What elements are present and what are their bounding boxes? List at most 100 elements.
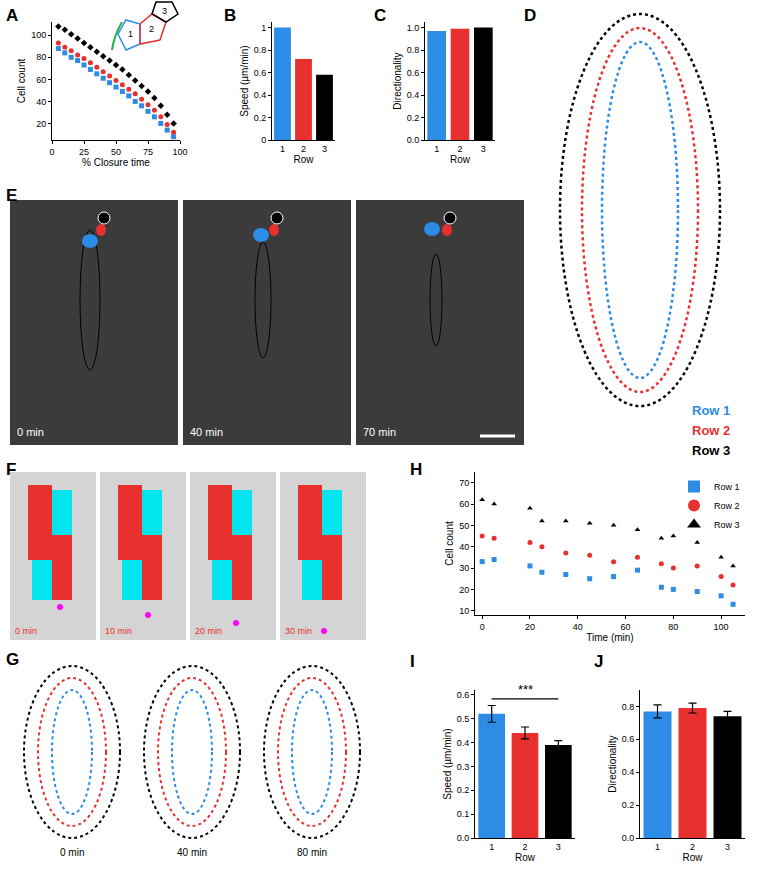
svg-text:0.2: 0.2	[622, 800, 635, 810]
svg-text:E: E	[6, 186, 17, 205]
svg-text:D: D	[524, 6, 536, 25]
svg-text:0 min: 0 min	[60, 847, 84, 858]
svg-text:1: 1	[280, 144, 285, 154]
svg-text:40: 40	[459, 542, 469, 552]
svg-text:70 min: 70 min	[363, 426, 396, 438]
svg-text:0.4: 0.4	[407, 90, 420, 100]
svg-text:40 min: 40 min	[177, 847, 207, 858]
svg-text:0.2: 0.2	[457, 785, 470, 795]
svg-text:3: 3	[481, 144, 486, 154]
svg-text:70: 70	[459, 478, 469, 488]
svg-text:A: A	[6, 6, 18, 25]
svg-text:60: 60	[36, 75, 46, 85]
svg-text:0.2: 0.2	[254, 113, 267, 123]
svg-text:100: 100	[172, 147, 187, 157]
svg-text:3: 3	[725, 842, 730, 852]
svg-text:0: 0	[480, 622, 485, 632]
svg-text:Row 2: Row 2	[692, 423, 730, 438]
svg-text:2: 2	[457, 144, 462, 154]
svg-text:3: 3	[556, 842, 561, 852]
svg-text:80: 80	[36, 52, 46, 62]
svg-text:0.0: 0.0	[622, 833, 635, 843]
svg-text:% Closure time: % Closure time	[82, 157, 150, 168]
svg-text:1: 1	[128, 29, 133, 39]
svg-text:100: 100	[714, 622, 729, 632]
svg-text:30 min: 30 min	[285, 626, 312, 636]
svg-text:40: 40	[36, 97, 46, 107]
svg-text:10 min: 10 min	[105, 626, 132, 636]
svg-text:0: 0	[261, 135, 266, 145]
svg-text:0.3: 0.3	[457, 762, 470, 772]
svg-text:0 min: 0 min	[15, 626, 37, 636]
svg-text:0.8: 0.8	[254, 45, 267, 55]
svg-text:Speed (µm/min): Speed (µm/min)	[239, 45, 250, 116]
svg-text:0.4: 0.4	[622, 767, 635, 777]
svg-text:0.5: 0.5	[457, 714, 470, 724]
svg-text:Row 2: Row 2	[714, 501, 740, 511]
svg-text:2: 2	[149, 24, 154, 34]
svg-text:Directionality: Directionality	[392, 52, 403, 109]
svg-text:0.1: 0.1	[457, 809, 470, 819]
svg-text:50: 50	[459, 521, 469, 531]
svg-text:0.0: 0.0	[457, 833, 470, 843]
svg-text:0.6: 0.6	[407, 68, 420, 78]
svg-text:30: 30	[459, 563, 469, 573]
svg-text:20: 20	[525, 622, 535, 632]
svg-text:Row 3: Row 3	[714, 520, 740, 530]
svg-text:0.8: 0.8	[407, 45, 420, 55]
svg-text:G: G	[6, 650, 19, 669]
svg-text:0 min: 0 min	[17, 426, 44, 438]
svg-text:0: 0	[49, 147, 54, 157]
svg-text:0.4: 0.4	[254, 90, 267, 100]
svg-text:2: 2	[522, 842, 527, 852]
svg-text:50: 50	[111, 147, 121, 157]
svg-text:2: 2	[301, 144, 306, 154]
svg-text:25: 25	[79, 147, 89, 157]
svg-text:B: B	[224, 6, 236, 25]
svg-text:3: 3	[322, 144, 327, 154]
svg-text:1: 1	[434, 144, 439, 154]
svg-text:Row: Row	[682, 852, 703, 863]
svg-text:2: 2	[690, 842, 695, 852]
svg-text:1: 1	[261, 23, 266, 33]
svg-text:1: 1	[655, 842, 660, 852]
svg-text:Row: Row	[293, 154, 314, 165]
svg-text:60: 60	[621, 622, 631, 632]
svg-text:Cell count: Cell count	[16, 59, 27, 104]
svg-text:***: ***	[518, 682, 533, 697]
svg-text:0.6: 0.6	[457, 690, 470, 700]
svg-text:80: 80	[668, 622, 678, 632]
svg-text:60: 60	[459, 499, 469, 509]
svg-text:I: I	[410, 652, 415, 671]
svg-text:Row: Row	[450, 154, 471, 165]
svg-text:Speed (µm/min): Speed (µm/min)	[442, 728, 453, 799]
svg-text:Row: Row	[515, 852, 536, 863]
svg-text:Cell count: Cell count	[444, 521, 455, 566]
svg-text:Row 1: Row 1	[714, 482, 740, 492]
svg-text:F: F	[6, 460, 16, 479]
svg-text:0.2: 0.2	[407, 113, 420, 123]
svg-text:0.0: 0.0	[407, 135, 420, 145]
svg-text:40 min: 40 min	[190, 426, 223, 438]
svg-text:40: 40	[573, 622, 583, 632]
svg-text:Row 1: Row 1	[692, 403, 730, 418]
svg-text:20 min: 20 min	[195, 626, 222, 636]
svg-text:1: 1	[489, 842, 494, 852]
svg-text:J: J	[594, 652, 603, 671]
svg-text:0.4: 0.4	[457, 738, 470, 748]
svg-text:Row 3: Row 3	[692, 443, 730, 458]
svg-text:1.0: 1.0	[407, 23, 420, 33]
svg-text:20: 20	[459, 585, 469, 595]
svg-text:80 min: 80 min	[297, 847, 327, 858]
svg-text:C: C	[374, 6, 386, 25]
svg-text:100: 100	[31, 30, 46, 40]
svg-text:0.6: 0.6	[622, 734, 635, 744]
svg-text:3: 3	[162, 6, 167, 16]
svg-text:75: 75	[143, 147, 153, 157]
svg-text:0.6: 0.6	[254, 68, 267, 78]
svg-text:H: H	[410, 460, 422, 479]
svg-text:10: 10	[459, 606, 469, 616]
svg-text:0.8: 0.8	[622, 702, 635, 712]
svg-text:Directionality: Directionality	[607, 735, 618, 792]
svg-text:20: 20	[36, 119, 46, 129]
